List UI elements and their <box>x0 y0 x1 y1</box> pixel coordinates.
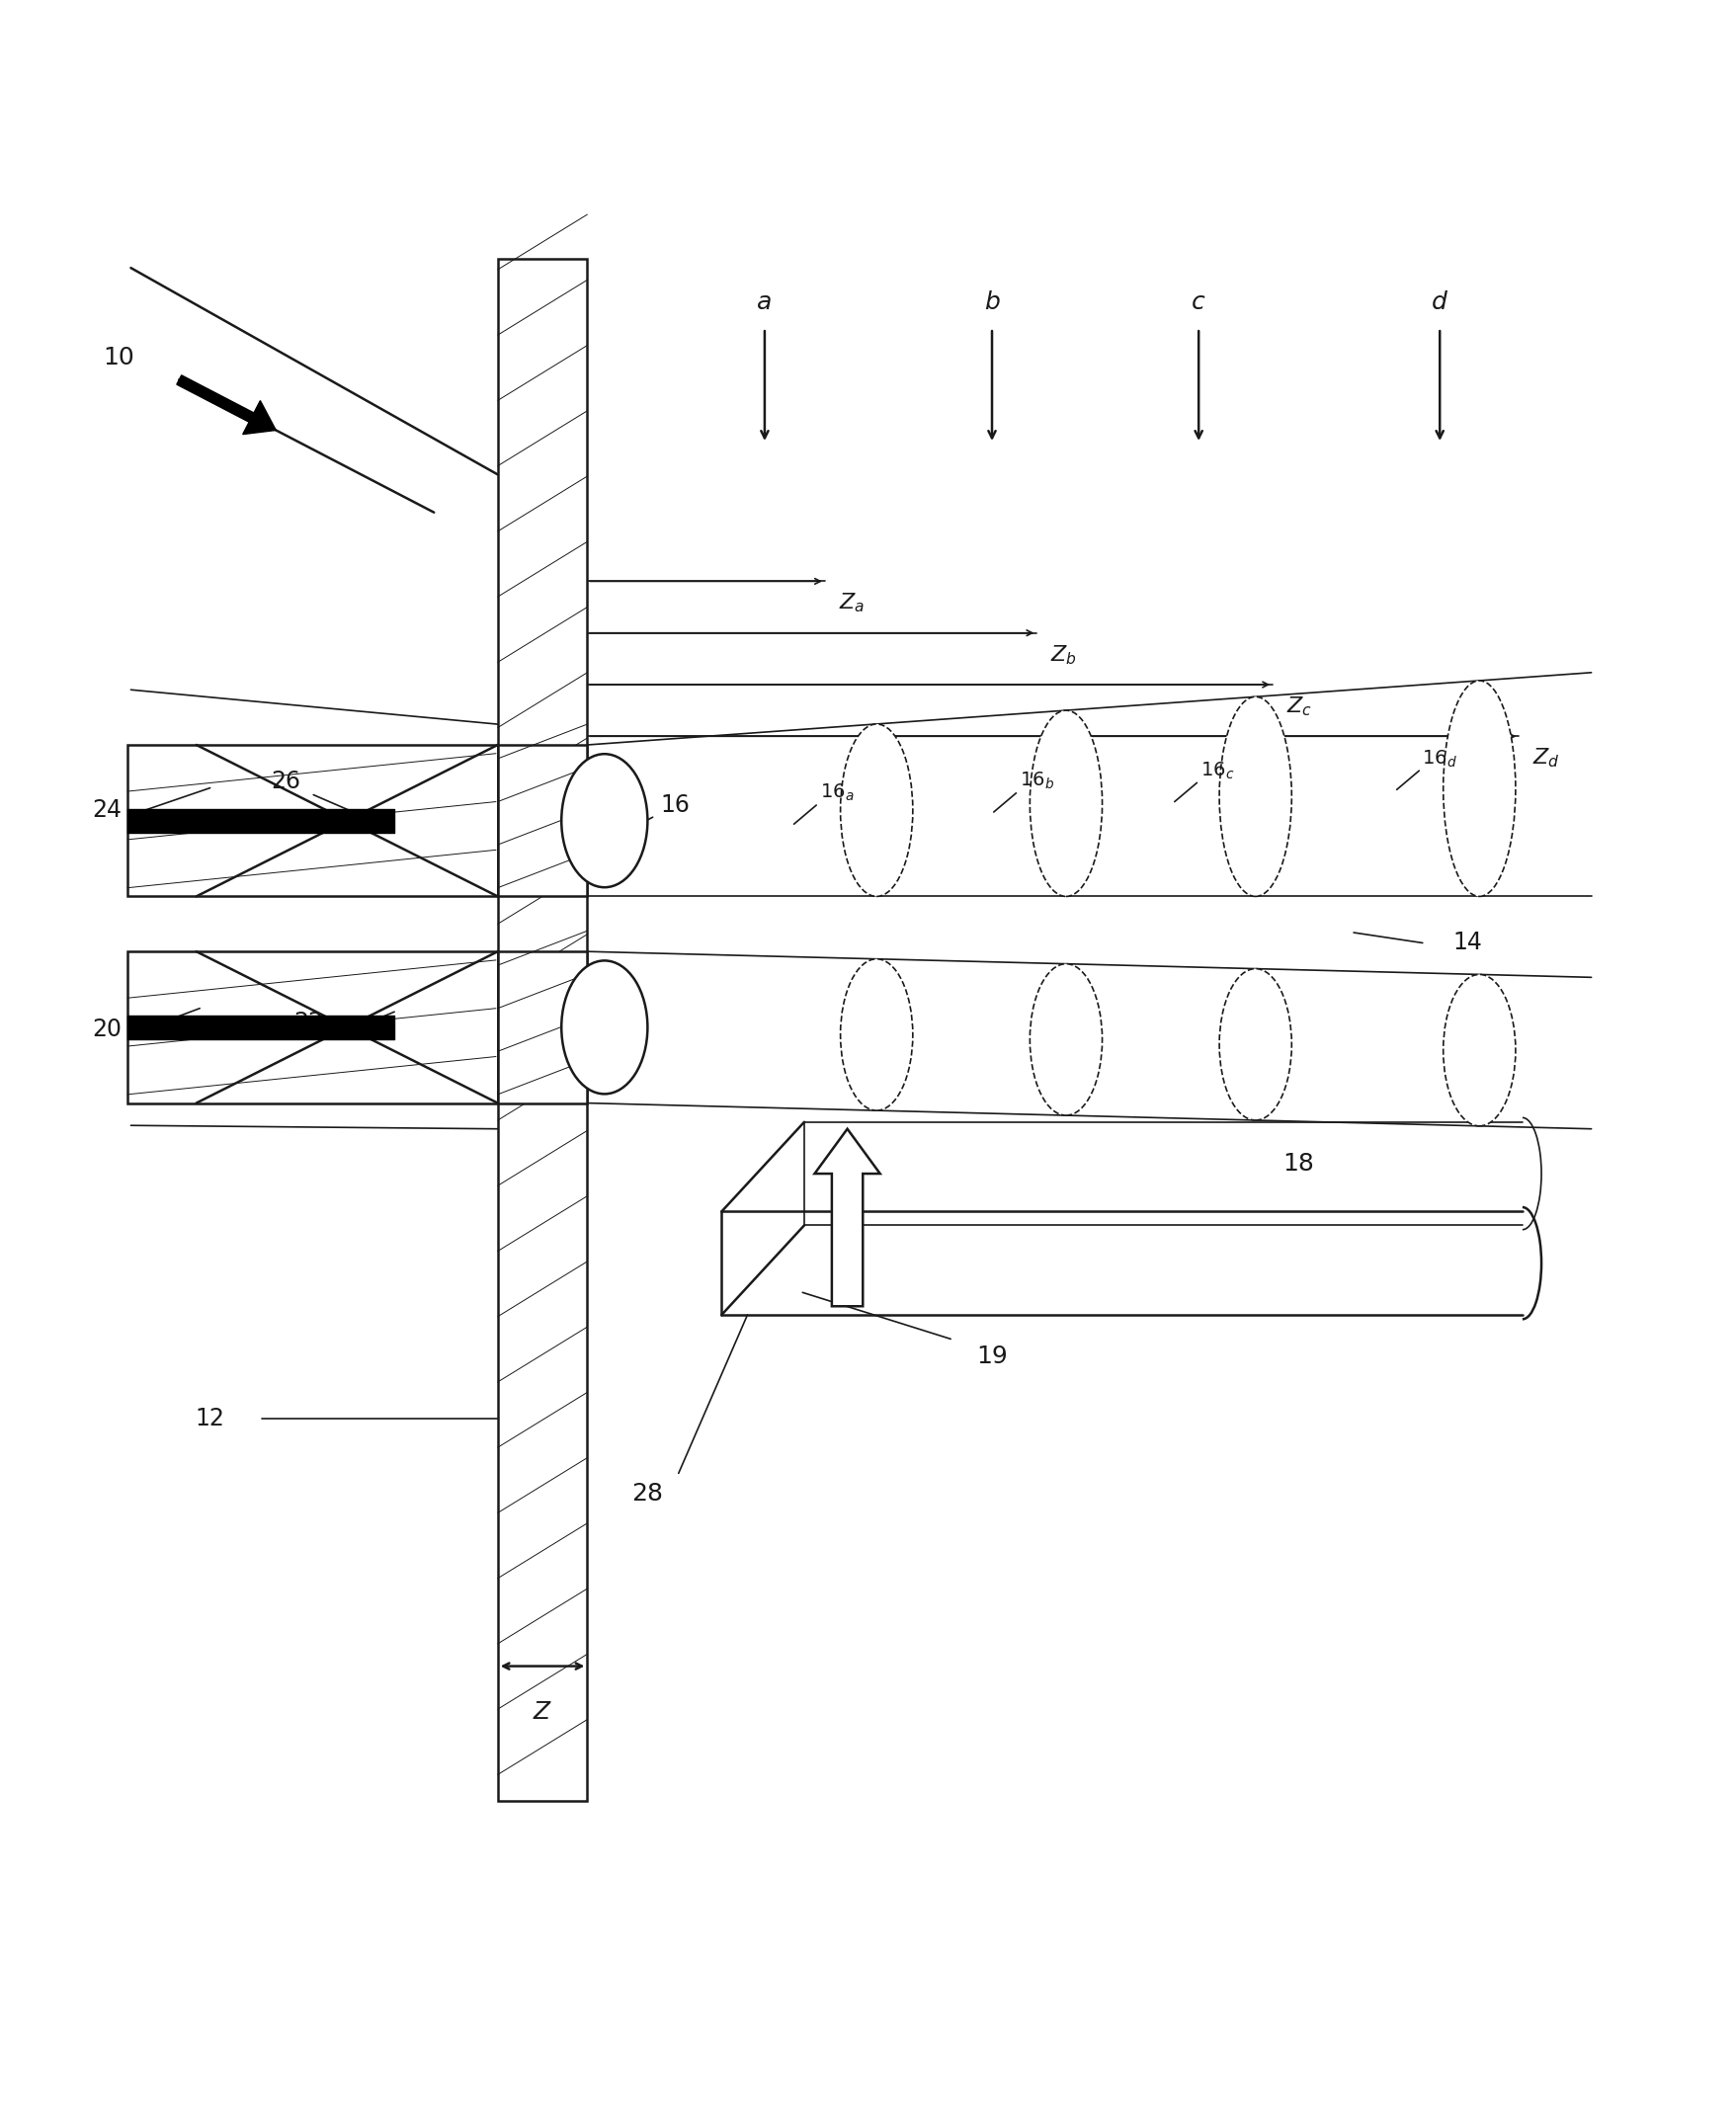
Text: d: d <box>1432 290 1448 314</box>
Ellipse shape <box>1443 975 1516 1126</box>
Ellipse shape <box>1029 710 1102 897</box>
Text: 12: 12 <box>196 1406 226 1431</box>
Text: $\mathit{Z}_c$: $\mathit{Z}_c$ <box>1286 695 1312 719</box>
Text: 20: 20 <box>92 1018 122 1041</box>
Text: $\mathit{Z}_b$: $\mathit{Z}_b$ <box>1050 642 1076 666</box>
Text: $\mathit{Z}_a$: $\mathit{Z}_a$ <box>838 591 865 615</box>
Ellipse shape <box>1219 969 1292 1119</box>
Text: 19: 19 <box>976 1344 1007 1367</box>
Text: c: c <box>1193 290 1205 314</box>
Text: a: a <box>757 290 773 314</box>
Text: 14: 14 <box>1453 931 1483 954</box>
Ellipse shape <box>840 725 913 897</box>
Text: $16_d$: $16_d$ <box>1422 748 1458 770</box>
Text: $16_c$: $16_c$ <box>1201 761 1234 782</box>
Text: 26: 26 <box>271 770 300 793</box>
Text: 24: 24 <box>92 799 122 823</box>
FancyArrow shape <box>814 1128 880 1306</box>
Text: $\mathit{Z}$: $\mathit{Z}$ <box>533 1700 552 1724</box>
Text: 10: 10 <box>102 346 134 369</box>
Ellipse shape <box>1029 965 1102 1115</box>
Text: 22: 22 <box>293 1011 323 1035</box>
Text: $16_b$: $16_b$ <box>1019 770 1054 791</box>
FancyArrow shape <box>177 375 276 435</box>
Ellipse shape <box>1219 697 1292 897</box>
Text: 28: 28 <box>632 1482 663 1505</box>
Bar <box>127 952 498 1102</box>
Text: b: b <box>984 290 1000 314</box>
Ellipse shape <box>561 960 648 1094</box>
Ellipse shape <box>561 755 648 888</box>
Ellipse shape <box>840 958 913 1111</box>
Text: $16_a$: $16_a$ <box>819 782 854 803</box>
Text: $\mathit{Z}_d$: $\mathit{Z}_d$ <box>1533 746 1561 770</box>
Bar <box>127 744 498 897</box>
Bar <box>498 952 587 1102</box>
Bar <box>498 744 587 897</box>
Text: 18: 18 <box>1283 1151 1314 1174</box>
Bar <box>498 259 587 1800</box>
Ellipse shape <box>1443 681 1516 897</box>
Text: 16: 16 <box>660 793 689 816</box>
